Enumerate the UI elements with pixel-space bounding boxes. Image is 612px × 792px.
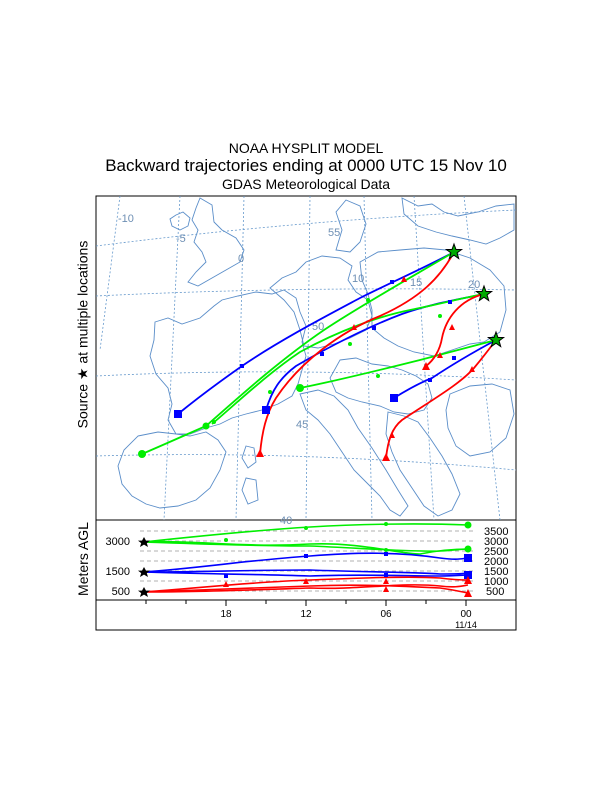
right-tick-label: 2000 — [484, 556, 508, 568]
blue-square-marker — [390, 280, 394, 284]
blue-square-marker — [428, 378, 432, 382]
time-tick-label: 00 — [460, 609, 472, 620]
source-star-icon — [444, 242, 464, 260]
lat-label: 40 — [280, 515, 292, 527]
lat-line-50 — [95, 288, 517, 297]
lon-label: -5 — [176, 233, 186, 245]
red-triangle-marker — [256, 449, 264, 457]
height-lines — [143, 523, 469, 594]
iberia-outline — [117, 431, 227, 509]
blue-square-marker — [320, 352, 324, 356]
blue-square-marker — [452, 356, 456, 360]
green-circle-marker — [138, 450, 146, 458]
corsica-outline — [241, 445, 257, 469]
lat-label: 45 — [296, 419, 308, 431]
balkans-outline — [385, 411, 461, 517]
red-triangle-marker — [389, 432, 395, 438]
left-tick-label: 3000 — [106, 536, 130, 548]
right-tick-label: 500 — [486, 586, 504, 598]
france-outline — [149, 289, 307, 435]
baltic-coast-outline — [401, 197, 515, 245]
right-tick-label: 1000 — [484, 576, 508, 588]
data-source-label: GDAS Meteorological Data — [221, 176, 391, 192]
red-triangle-marker — [382, 453, 390, 461]
chart-subtitle: Backward trajectories ending at 0000 UTC… — [105, 156, 507, 175]
source-star-icon — [138, 587, 150, 597]
red-triangle-marker — [351, 324, 357, 330]
map-grid-labels: 55 50 45 40 -10 -5 0 10 15 20 — [118, 213, 480, 527]
lon-line-10 — [363, 195, 373, 521]
romania-outline — [445, 383, 515, 457]
lat-label: 50 — [312, 321, 324, 333]
britain-outline — [187, 197, 245, 287]
trajectory-red-2 — [425, 293, 485, 367]
right-tick-label: 3000 — [484, 536, 508, 548]
map-grid — [95, 195, 517, 521]
red-triangle-marker — [449, 324, 455, 330]
time-tick-labels: 18 12 06 00 11/14 — [220, 609, 476, 630]
lon-label: 10 — [352, 273, 364, 285]
sardinia-outline — [241, 477, 259, 505]
italy-outline — [299, 389, 409, 517]
green-circle-marker — [212, 420, 216, 424]
trajectory-green-3 — [299, 339, 497, 389]
trajectory-red-1 — [259, 251, 455, 455]
height-tick-labels: 3000 1500 500 3500 3000 2500 2000 1500 1… — [106, 526, 509, 598]
green-circle-marker — [296, 384, 304, 392]
lon-label: 15 — [410, 277, 422, 289]
right-tick-label: 2500 — [484, 546, 508, 558]
source-star-icon — [474, 284, 494, 302]
chart-title: NOAA HYSPLIT MODEL — [228, 140, 384, 156]
height-markers — [138, 521, 472, 597]
lat-line-55 — [95, 209, 517, 247]
time-tick-label: 06 — [380, 609, 392, 620]
lon-line-m10 — [99, 195, 121, 351]
green-circle-marker — [376, 374, 380, 378]
right-tick-label: 1500 — [484, 566, 508, 578]
benelux-germany-outline — [269, 255, 373, 349]
source-star-icon — [138, 537, 150, 547]
green-circle-marker — [202, 422, 210, 430]
lon-label: -10 — [118, 213, 134, 225]
map-markers — [138, 242, 506, 461]
lon-label: 0 — [238, 253, 244, 265]
lat-line-45 — [95, 371, 517, 381]
blue-square-marker — [390, 394, 398, 402]
left-tick-label: 500 — [112, 586, 130, 598]
red-triangle-marker — [401, 276, 407, 282]
left-tick-label: 1500 — [106, 566, 130, 578]
green-circle-marker — [438, 314, 442, 318]
blue-square-marker — [174, 410, 182, 418]
lon-label: 20 — [468, 279, 480, 291]
trajectory-blue-3 — [393, 339, 497, 399]
coastlines — [117, 197, 515, 517]
green-circle-marker — [348, 342, 352, 346]
green-circle-marker — [366, 298, 370, 302]
ireland-outline — [169, 211, 191, 231]
blue-square-marker — [448, 300, 452, 304]
trajectory-green-1 — [141, 251, 455, 455]
denmark-outline — [335, 199, 367, 253]
blue-square-marker — [262, 406, 270, 414]
red-triangle-marker — [422, 362, 430, 370]
time-tick-label: 12 — [300, 609, 312, 620]
blue-square-marker — [240, 364, 244, 368]
trajectory-blue-1 — [177, 251, 455, 415]
blue-square-marker — [372, 326, 376, 330]
date-label: 11/14 — [455, 620, 477, 630]
time-ticks — [145, 600, 467, 606]
austria-hungary-outline — [329, 357, 433, 415]
time-tick-label: 18 — [220, 609, 232, 620]
trajectory-green-2 — [211, 293, 485, 425]
lat-line-40 — [95, 454, 517, 471]
map-trajectories — [141, 251, 497, 459]
right-tick-label: 3500 — [484, 526, 508, 538]
source-star-icon — [486, 330, 506, 348]
red-triangle-marker — [437, 352, 443, 358]
green-circle-marker — [268, 390, 272, 394]
lat-label: 55 — [328, 227, 340, 239]
source-star-icon — [138, 567, 150, 577]
red-triangle-marker — [469, 366, 475, 372]
